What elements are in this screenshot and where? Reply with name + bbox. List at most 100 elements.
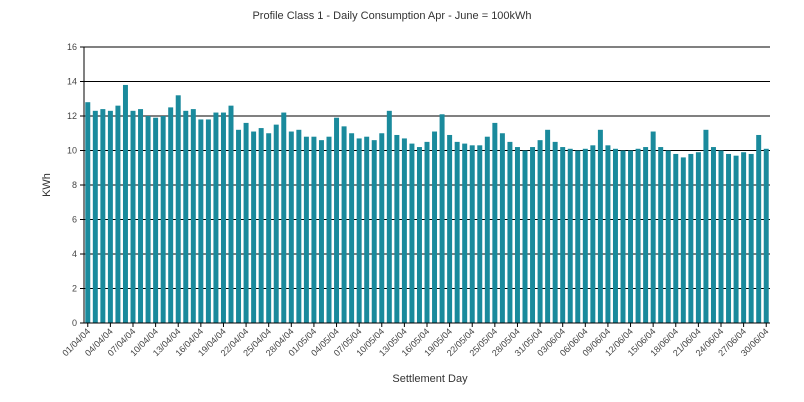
bar: [130, 110, 136, 323]
bar: [575, 150, 581, 323]
bar: [597, 129, 603, 323]
bar: [273, 124, 279, 324]
bar: [168, 107, 174, 324]
y-tick-label: 8: [72, 180, 77, 190]
bar: [258, 128, 264, 323]
bar: [341, 126, 347, 323]
bar: [220, 112, 226, 323]
bar: [545, 129, 551, 323]
bar: [439, 114, 445, 323]
bar: [454, 141, 460, 324]
bar: [318, 140, 324, 323]
bar: [560, 147, 566, 323]
bar: [296, 129, 302, 323]
y-tick-label: 14: [67, 77, 77, 87]
bar: [379, 133, 385, 323]
bars-group: [85, 84, 769, 324]
bar: [386, 110, 392, 323]
bar: [92, 110, 98, 323]
bar: [326, 136, 332, 323]
y-tick-label: 6: [72, 215, 77, 225]
bar: [605, 145, 611, 323]
bar: [710, 147, 716, 323]
bar: [514, 147, 520, 323]
bar: [492, 122, 498, 324]
bar: [673, 153, 679, 323]
bar: [620, 150, 626, 323]
y-tick-label: 16: [67, 42, 77, 52]
bar: [183, 110, 189, 323]
y-tick-label: 2: [72, 284, 77, 294]
bar: [288, 131, 294, 323]
bar: [552, 141, 558, 324]
bar: [205, 119, 211, 323]
bar: [695, 152, 701, 323]
bar: [643, 147, 649, 323]
bar: [394, 134, 400, 323]
bar: [741, 152, 747, 323]
bar: [190, 109, 196, 323]
bar: [138, 109, 144, 323]
bar: [175, 95, 181, 323]
bar: [228, 105, 234, 324]
bar: [582, 148, 588, 323]
bar: [266, 133, 272, 323]
chart-title: Profile Class 1 - Daily Consumption Apr …: [252, 10, 531, 22]
bar: [251, 131, 257, 323]
bar: [447, 134, 453, 323]
y-axis-label: KWh: [41, 173, 53, 197]
bar: [658, 147, 664, 323]
bar: [703, 129, 709, 323]
y-tick-label: 0: [72, 318, 77, 328]
bar: [499, 133, 505, 323]
bar: [153, 117, 159, 323]
bar: [477, 145, 483, 323]
bar: [334, 117, 340, 323]
bar: [198, 119, 204, 323]
bar: [145, 116, 151, 323]
bar: [371, 140, 377, 323]
bar: [590, 145, 596, 323]
bar: [763, 148, 769, 323]
bar: [537, 140, 543, 323]
bar: [650, 131, 656, 323]
bar: [726, 153, 732, 323]
bar: [567, 148, 573, 323]
bar: [507, 141, 513, 324]
bar: [303, 136, 309, 323]
bar: [432, 131, 438, 323]
bar: [462, 143, 468, 323]
bar: [733, 155, 739, 323]
bar: [160, 116, 166, 323]
bar: [748, 153, 754, 323]
bar: [635, 148, 641, 323]
bar: [665, 150, 671, 323]
bar: [100, 109, 106, 323]
bar: [416, 147, 422, 323]
bar: [281, 112, 287, 323]
y-tick-labels: 0 2 4 6 8 10 12 14 16: [67, 42, 84, 328]
bar: [612, 148, 618, 323]
y-tick-label: 12: [67, 111, 77, 121]
bar: [122, 84, 128, 323]
bar: [688, 153, 694, 323]
y-tick-label: 4: [72, 249, 77, 259]
bar: [628, 150, 634, 323]
bar: [756, 134, 762, 323]
bar: [530, 147, 536, 323]
bar: [236, 129, 242, 323]
x-tick-labels: 01/04/0404/04/0407/04/0410/04/0413/04/04…: [60, 323, 771, 358]
bar: [107, 110, 113, 323]
bar: [85, 102, 91, 323]
bar: [401, 138, 407, 323]
bar: [311, 136, 317, 323]
y-tick-label: 10: [67, 146, 77, 156]
bar: [409, 143, 415, 323]
bar: [484, 136, 490, 323]
bar: [364, 136, 370, 323]
bar: [680, 157, 686, 323]
bar: [213, 112, 219, 323]
bar: [469, 145, 475, 323]
bar: [349, 133, 355, 323]
